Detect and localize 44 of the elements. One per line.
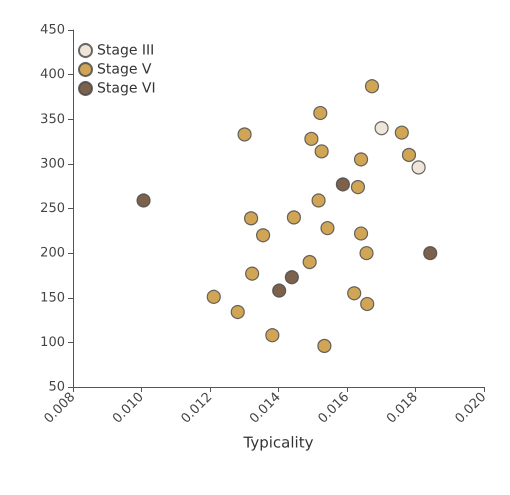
point (320, 221, 335, 236)
point (402, 148, 416, 162)
point (238, 127, 252, 142)
point (354, 152, 368, 167)
y-tick-label: 100 (40, 334, 65, 350)
point (256, 228, 270, 242)
point (336, 177, 350, 192)
point (304, 132, 318, 146)
point (423, 246, 438, 260)
point (411, 160, 426, 175)
point (354, 226, 368, 241)
point (350, 180, 366, 194)
y-tick-label: 50 (48, 380, 65, 394)
point (230, 304, 245, 320)
point (284, 270, 299, 284)
point (364, 79, 380, 94)
legend-label: Stage III (97, 42, 154, 58)
legend-label: Stage V (97, 62, 152, 78)
point (286, 210, 302, 225)
y-tick-label: 250 (40, 201, 65, 216)
y-tick-label: 350 (40, 112, 65, 127)
point (206, 290, 221, 304)
y-tick-label: 300 (40, 156, 65, 172)
point (313, 106, 328, 120)
point (265, 328, 280, 342)
x-axis-title: Typicality (242, 434, 314, 452)
point (347, 286, 362, 300)
point (302, 254, 317, 270)
point (245, 266, 260, 281)
point (314, 144, 329, 158)
y-tick-label: 400 (40, 67, 65, 82)
y-tick-label: 200 (40, 246, 65, 261)
y-tick-label: 450 (40, 22, 65, 38)
point (311, 193, 326, 208)
point (359, 246, 374, 260)
point (374, 121, 389, 136)
point (317, 338, 332, 354)
point (394, 126, 409, 140)
point (272, 284, 286, 298)
point (360, 296, 374, 312)
legend-label: Stage VI (97, 80, 156, 96)
y-tick-label: 150 (40, 290, 65, 306)
point (244, 211, 258, 226)
point (136, 193, 151, 208)
